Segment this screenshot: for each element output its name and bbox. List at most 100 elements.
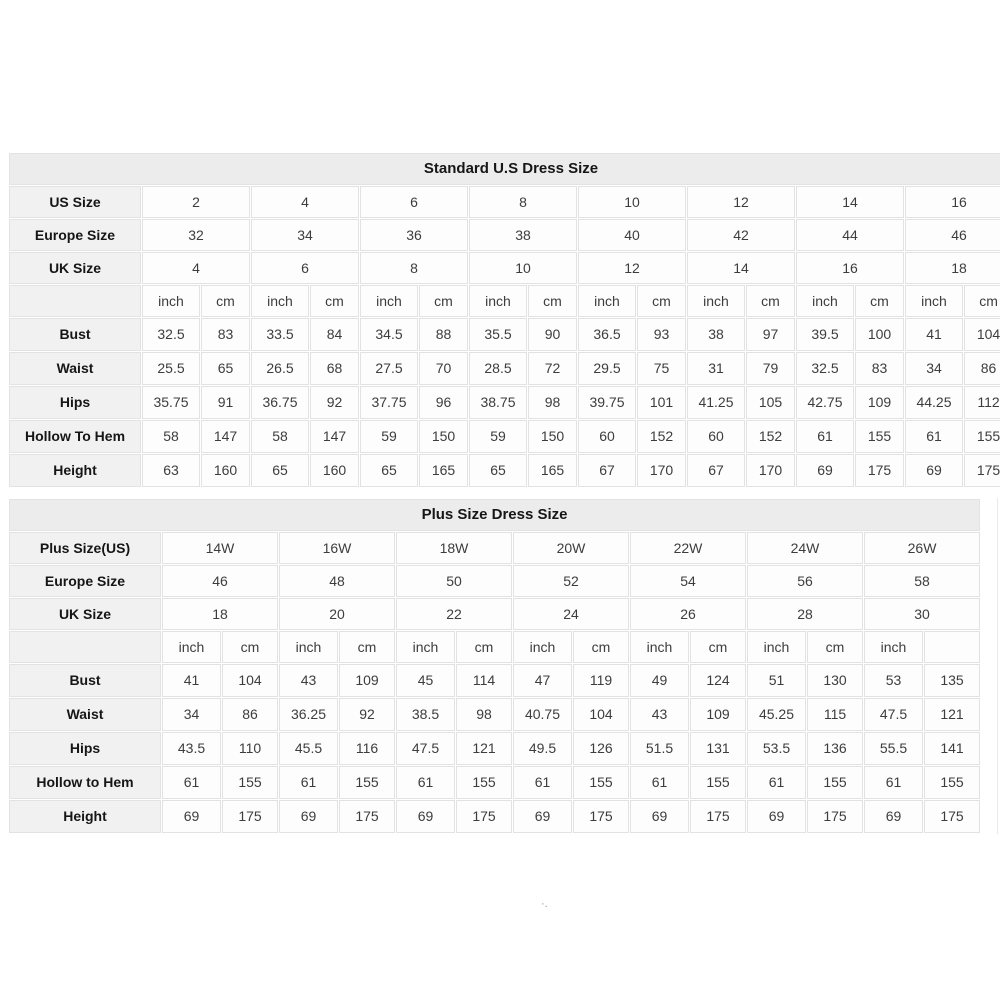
size-row-label: UK Size [9,598,161,630]
size-value-cell: 50 [396,565,512,597]
measure-value-cell: 61 [162,766,221,799]
measure-value-cell: 69 [905,454,963,487]
measure-value-cell: 121 [456,732,512,765]
measure-value-cell: 31 [687,352,745,385]
size-value-cell: 58 [864,565,981,597]
size-row-label: US Size [9,186,141,218]
measure-value-cell: 155 [690,766,746,799]
size-value-cell: 18 [162,598,278,630]
measure-value-cell: 47.5 [864,698,923,731]
measure-value-cell: 130 [807,664,863,697]
measure-value-cell: 61 [905,420,963,453]
size-value-cell: 10 [578,186,686,218]
unit-cell: inch [747,631,806,663]
measure-value-cell: 83 [201,318,250,351]
measure-value-cell: 175 [456,800,512,833]
measure-value-cell: 175 [690,800,746,833]
unit-cell: cm [310,285,359,317]
clipped-column-border [997,498,998,834]
size-value-cell: 26W [864,532,981,564]
measure-value-cell: 141 [924,732,981,765]
measure-row: Hips 43.5 110 45.5 116 47.5 121 49.5 126 51.5 131 5… [9,732,981,765]
table-title: Plus Size Dress Size [9,499,981,531]
size-value-cell: 14 [687,252,795,284]
size-value-cell: 52 [513,565,629,597]
unit-cell: inch [360,285,418,317]
measure-value-cell: 152 [637,420,686,453]
measure-value-cell: 41 [905,318,963,351]
unit-row-label [9,285,141,317]
measure-value-cell: 69 [796,454,854,487]
measure-value-cell: 121 [924,698,981,731]
measure-row: Height 63 160 65 160 65 165 65 165 67 170 67 170 69 17… [9,454,1000,487]
measure-value-cell: 155 [573,766,629,799]
measure-value-cell: 69 [396,800,455,833]
size-value-cell: 16W [279,532,395,564]
size-value-cell: 4 [251,186,359,218]
measure-value-cell: 69 [864,800,923,833]
measure-value-cell: 39.75 [578,386,636,419]
unit-cell: cm [807,631,863,663]
measure-value-cell: 98 [528,386,577,419]
unit-cell: cm [573,631,629,663]
measure-row-label: Bust [9,318,141,351]
table-title-row: Plus Size Dress Size [9,499,981,531]
measure-value-cell: 165 [419,454,468,487]
size-value-cell: 14 [796,186,904,218]
size-value-cell: 42 [687,219,795,251]
size-row: UK Size 18 20 22 24 26 28 30 [9,598,981,630]
size-value-cell: 24 [513,598,629,630]
measure-value-cell: 38 [687,318,745,351]
unit-cell: inch [796,285,854,317]
measure-row-label: Hollow to Hem [9,766,161,799]
measure-value-cell: 36.25 [279,698,338,731]
measure-value-cell: 104 [222,664,278,697]
measure-value-cell: 53 [864,664,923,697]
unit-row-label [9,631,161,663]
measure-row: Hips 35.75 91 36.75 92 37.75 96 38.75 98 39.75 101… [9,386,1000,419]
size-value-cell: 8 [360,252,468,284]
measure-value-cell: 147 [201,420,250,453]
size-value-cell: 26 [630,598,746,630]
size-row-label: Plus Size(US) [9,532,161,564]
size-value-cell: 6 [251,252,359,284]
measure-row-label: Hips [9,732,161,765]
measure-value-cell: 93 [637,318,686,351]
measure-value-cell: 38.5 [396,698,455,731]
measure-value-cell: 109 [339,664,395,697]
unit-cell: inch [142,285,200,317]
unit-cell: inch [162,631,221,663]
size-value-cell: 20 [279,598,395,630]
measure-value-cell: 104 [573,698,629,731]
measure-value-cell: 152 [746,420,795,453]
measure-value-cell: 67 [578,454,636,487]
unit-cell: cm [419,285,468,317]
measure-value-cell: 100 [855,318,904,351]
measure-value-cell: 49.5 [513,732,572,765]
measure-value-cell: 72 [528,352,577,385]
measure-value-cell: 65 [360,454,418,487]
measure-row-label: Waist [9,352,141,385]
measure-value-cell: 155 [855,420,904,453]
measure-value-cell: 175 [807,800,863,833]
measure-value-cell: 96 [419,386,468,419]
size-value-cell: 40 [578,219,686,251]
size-value-cell: 38 [469,219,577,251]
measure-value-cell: 36.75 [251,386,309,419]
size-value-cell: 22 [396,598,512,630]
size-value-cell: 16 [796,252,904,284]
measure-value-cell: 25.5 [142,352,200,385]
size-value-cell: 10 [469,252,577,284]
measure-value-cell: 41 [162,664,221,697]
measure-value-cell: 53.5 [747,732,806,765]
unit-header-row: inch cm inch cm inch cm inch cm inch cm inch cm inch [9,631,981,663]
measure-value-cell: 43.5 [162,732,221,765]
measure-value-cell: 47 [513,664,572,697]
measure-value-cell: 135 [924,664,981,697]
measure-value-cell: 101 [637,386,686,419]
measure-value-cell: 104 [964,318,1000,351]
measure-value-cell: 34.5 [360,318,418,351]
measure-value-cell: 42.75 [796,386,854,419]
measure-value-cell: 60 [687,420,745,453]
measure-value-cell: 43 [279,664,338,697]
